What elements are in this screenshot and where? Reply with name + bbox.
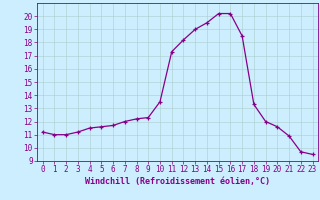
X-axis label: Windchill (Refroidissement éolien,°C): Windchill (Refroidissement éolien,°C) <box>85 177 270 186</box>
